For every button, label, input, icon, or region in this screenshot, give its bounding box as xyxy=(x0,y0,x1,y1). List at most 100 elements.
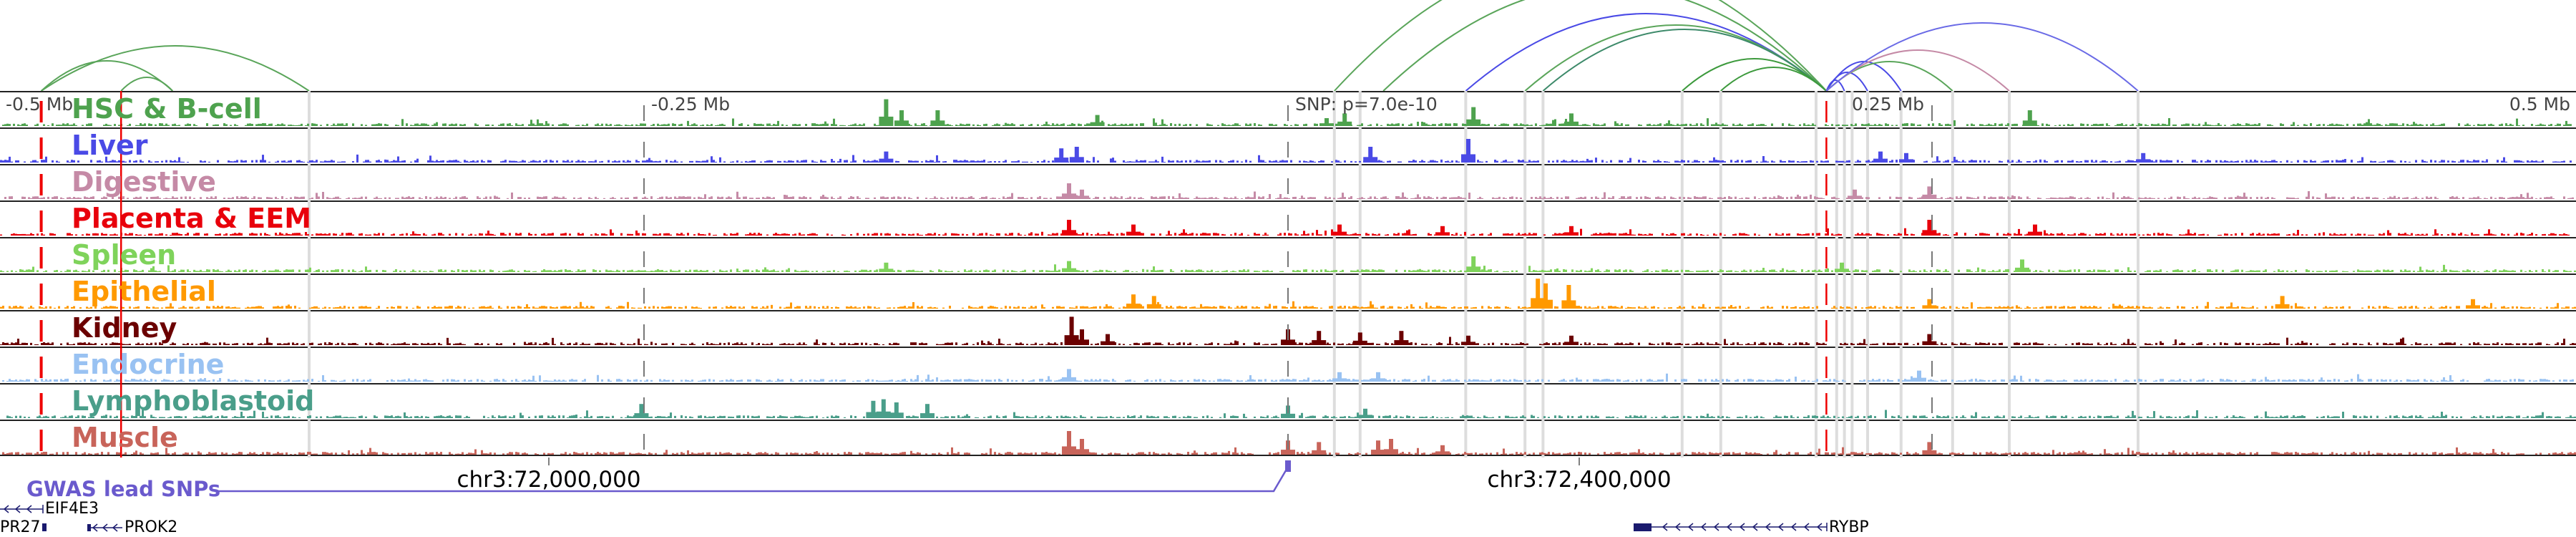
signal-peak xyxy=(1917,370,1921,382)
signal-peak-shoulder xyxy=(1466,266,1481,272)
signal-peak-shoulder xyxy=(1912,377,1926,382)
signal-peak-shoulder xyxy=(1922,194,1937,199)
gene-prok2 xyxy=(87,523,122,532)
signal-peak xyxy=(1095,115,1100,126)
track-label: Lymphoblastoid xyxy=(72,385,315,417)
gwas-link-line xyxy=(215,466,1289,493)
signal-peak-shoulder xyxy=(1564,121,1579,126)
chromatin-link-arc xyxy=(1825,49,2010,92)
signal-peak-shoulder xyxy=(1281,339,1295,345)
signal-peak xyxy=(1440,445,1445,455)
signal-peak xyxy=(894,402,899,418)
signal-peak-shoulder xyxy=(879,158,894,163)
signal-peak-shoulder xyxy=(930,120,945,126)
signal-peak xyxy=(1363,408,1367,418)
signal-peak-shoulder xyxy=(1332,231,1347,236)
signal-peak-shoulder xyxy=(1075,449,1089,455)
signal-peak-shoulder xyxy=(1358,415,1372,418)
signal-peak xyxy=(1927,299,1932,309)
signal-peak-shoulder xyxy=(876,411,891,418)
signal-peak xyxy=(1904,153,1908,163)
chromatin-link-arc xyxy=(41,45,310,92)
signal-peak xyxy=(884,262,889,272)
signal-peak-shoulder xyxy=(1371,378,1385,382)
track-label: Endocrine xyxy=(72,349,225,380)
gene-pr27-exon xyxy=(42,523,47,531)
signal-peak-shoulder xyxy=(1435,232,1450,236)
signal-peak-shoulder xyxy=(1146,304,1161,309)
track-label: HSC & B-cell xyxy=(72,93,262,125)
signal-peak-shoulder xyxy=(1538,299,1553,309)
chromatin-link-arc xyxy=(120,77,173,92)
signal-peak-shoulder xyxy=(866,412,881,418)
signal-peak xyxy=(1389,439,1393,455)
signal-peak xyxy=(1337,372,1342,382)
gene-label[interactable]: PROK2 xyxy=(125,518,178,536)
signal-peak-shoulder xyxy=(879,116,894,126)
signal-peak-shoulder xyxy=(1561,300,1576,309)
signal-peak xyxy=(935,110,940,126)
signal-peak-shoulder xyxy=(1922,230,1937,236)
signal-peak xyxy=(1074,147,1079,163)
signal-peak xyxy=(1131,294,1136,309)
gene-label[interactable]: EIF4E3 xyxy=(45,500,99,518)
genomic-coordinate: chr3:72,400,000 xyxy=(1487,467,1672,493)
signal-peak-shoulder xyxy=(2136,159,2151,163)
signal-peak xyxy=(1566,285,1571,309)
signal-peak-shoulder xyxy=(1312,340,1327,345)
signal-peak xyxy=(1106,334,1110,345)
signal-peak-shoulder xyxy=(1062,230,1076,236)
signal-peak xyxy=(1067,431,1071,455)
gene-rybp xyxy=(1634,523,1828,531)
signal-peak-shoulder xyxy=(1062,377,1076,382)
signal-peak xyxy=(1069,316,1074,345)
tick-label: -0.5 Mb xyxy=(6,94,74,115)
signal-peak-shoulder xyxy=(1090,122,1105,126)
signal-peak-shoulder xyxy=(1337,121,1352,126)
chromatin-links xyxy=(40,0,2139,92)
signal-peak xyxy=(2280,296,2285,309)
signal-peak-shoulder xyxy=(920,413,935,418)
signal-peak xyxy=(1399,331,1404,345)
gene-eif4e3 xyxy=(0,505,44,513)
signal-peak-shoulder xyxy=(1281,450,1295,455)
signal-background xyxy=(2,373,2574,382)
signal-peak xyxy=(1080,189,1084,199)
signal-peak xyxy=(1927,186,1932,199)
signal-peak-shoulder xyxy=(1312,450,1327,455)
track-label: Placenta & EEM xyxy=(72,203,312,234)
gwas-track-label: GWAS lead SNPs xyxy=(26,477,221,501)
signal-peak xyxy=(1927,334,1932,345)
signal-background xyxy=(0,337,2576,345)
signal-peak-shoulder xyxy=(1126,231,1141,236)
signal-peak xyxy=(1324,118,1329,126)
signal-peak-shoulder xyxy=(1461,342,1475,345)
signal-peak-shoulder xyxy=(1899,159,1913,163)
signal-peak xyxy=(1840,262,1844,272)
signal-peak xyxy=(1543,283,1548,309)
gene-label[interactable]: RYBP xyxy=(1829,518,1869,536)
signal-peak xyxy=(1067,369,1071,382)
signal-peak-shoulder xyxy=(1384,449,1398,455)
signal-peak-shoulder xyxy=(2275,304,2290,309)
signal-peak-shoulder xyxy=(2028,231,2042,236)
signal-peak xyxy=(1440,226,1445,236)
chromatin-link-arc xyxy=(1720,67,1828,92)
signal-background xyxy=(0,264,2576,272)
signal-peak-shoulder xyxy=(1922,305,1937,309)
signal-peak xyxy=(1080,439,1084,455)
tick-label: -0.25 Mb xyxy=(651,94,731,115)
signal-background xyxy=(0,154,2572,163)
signal-peak xyxy=(1853,189,1857,199)
signal-peak xyxy=(1466,335,1470,345)
signal-peak xyxy=(1317,331,1322,345)
track-label: Digestive xyxy=(72,166,216,198)
signal-peak-shoulder xyxy=(2466,305,2480,309)
signal-peak xyxy=(884,99,889,126)
track-label: Spleen xyxy=(72,239,177,271)
signal-peak-shoulder xyxy=(1564,342,1579,345)
signal-peak xyxy=(1067,183,1071,199)
signal-peak-shoulder xyxy=(1461,154,1475,163)
signal-background xyxy=(4,190,2574,199)
gene-label[interactable]: PR27 xyxy=(0,518,41,536)
